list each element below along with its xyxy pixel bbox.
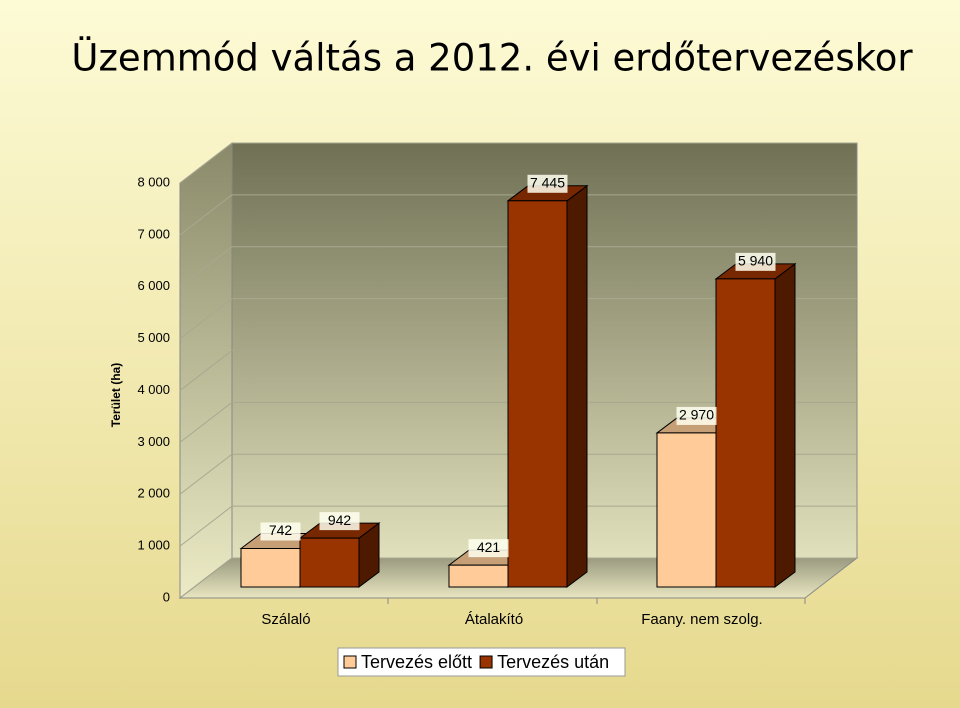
y-tick-label: 2 000	[137, 486, 170, 501]
value-label: 942	[328, 512, 352, 528]
legend-swatch	[343, 655, 357, 669]
y-tick-label: 0	[163, 589, 170, 604]
x-tick-label: Szálaló	[261, 611, 310, 628]
y-axis-label: Terület (ha)	[109, 363, 123, 427]
grid-line	[179, 298, 857, 340]
grid-line	[179, 142, 857, 184]
y-tick-label: 1 000	[137, 538, 170, 553]
value-label-bg	[735, 252, 776, 271]
grid-line	[179, 194, 857, 236]
bar	[448, 564, 509, 588]
y-tick-label: 3 000	[137, 434, 170, 449]
grid-line	[179, 453, 857, 495]
value-label-bg	[319, 512, 360, 531]
value-label: 7 445	[530, 174, 565, 190]
bar	[656, 432, 717, 588]
value-label: 5 940	[738, 253, 773, 269]
grid	[179, 142, 857, 599]
legend-label: Tervezés előtt	[361, 652, 472, 672]
value-label-bg	[527, 174, 568, 193]
value-label-bg	[468, 539, 509, 558]
grid-line	[179, 505, 857, 547]
bar	[715, 278, 776, 588]
legend-label: Tervezés után	[497, 652, 609, 672]
y-tick-label: 5 000	[137, 330, 170, 345]
value-label: 2 970	[679, 407, 714, 423]
bar	[240, 548, 301, 588]
y-tick-label: 8 000	[137, 174, 170, 189]
legend-swatch	[479, 655, 493, 669]
bar	[507, 200, 568, 588]
value-label-bg	[260, 522, 301, 541]
y-tick-label: 6 000	[137, 278, 170, 293]
grid-line	[179, 401, 857, 443]
value-label: 421	[477, 539, 501, 555]
value-label: 742	[269, 522, 293, 538]
grid-line	[179, 557, 857, 599]
grid-line	[179, 246, 857, 288]
labels: 0 1 000 2 000 3 000 4 000 5 000 6 000 7 000 8 00…	[137, 174, 776, 628]
bar	[299, 537, 360, 588]
x-tick-label: Faany. nem szolg.	[641, 611, 762, 628]
value-label-bg	[676, 406, 717, 425]
bar-side	[566, 184, 588, 588]
chart-title: Üzemmód váltás a 2012. évi erdőtervezésk…	[71, 37, 913, 80]
y-tick-label: 7 000	[137, 226, 170, 241]
y-tick-label: 4 000	[137, 382, 170, 397]
grid-line	[179, 350, 857, 391]
bar-side	[774, 262, 796, 588]
x-tick-label: Átalakító	[465, 611, 523, 628]
legend-items: Tervezés előtt Tervezés után	[343, 652, 609, 672]
